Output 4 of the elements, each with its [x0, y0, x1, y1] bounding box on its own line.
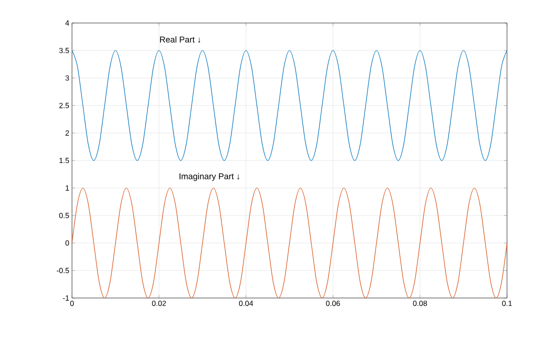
line-series: [72, 50, 508, 161]
annotation: Imaginary Part ↓: [180, 173, 240, 181]
line-series: [72, 188, 508, 298]
annotation: Real Part ↓: [160, 36, 200, 43]
